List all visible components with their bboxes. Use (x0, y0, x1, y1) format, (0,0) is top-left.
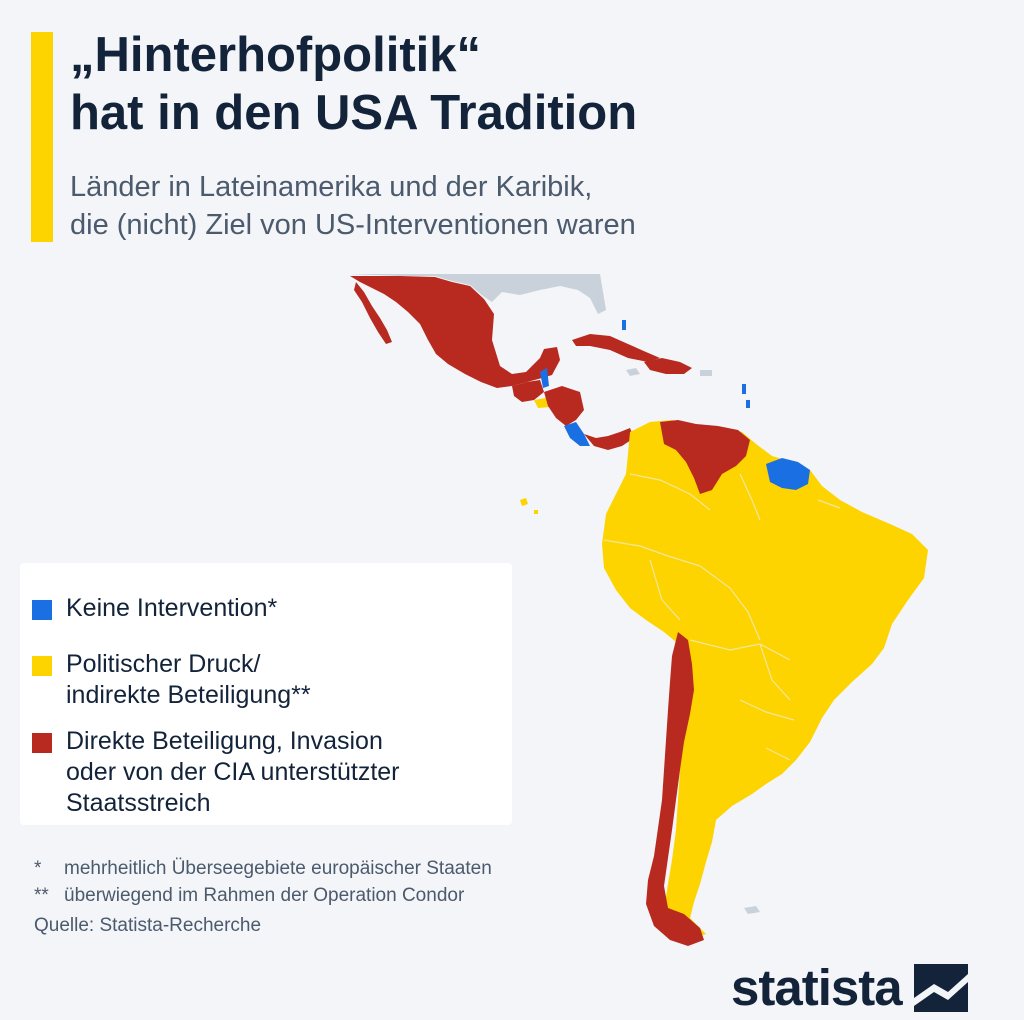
mexico-region (350, 276, 560, 388)
legend-item-politischer-druck: Politischer Druck/ indirekte Beteiligung… (32, 649, 311, 711)
footnote-text: mehrheitlich Überseegebiete europäischer… (64, 858, 492, 879)
jamaica-region (626, 368, 640, 376)
legend-item-direkte-beteiligung: Direkte Beteiligung, Invasion oder von d… (32, 726, 400, 819)
subtitle-line-1: Länder in Lateinamerika und der Karibik, (70, 171, 593, 203)
honduras-nicaragua-region (544, 386, 584, 426)
el-salvador-region (534, 398, 550, 408)
footnote-mark: ** (34, 885, 49, 906)
footnote-mark: * (34, 858, 42, 879)
legend-swatch-blue (32, 600, 52, 620)
falkland-islands-region (744, 906, 760, 914)
venezuela-region (660, 420, 750, 494)
guatemala-region (512, 380, 544, 402)
accent-bar (31, 32, 53, 242)
footnote-text: überwiegend im Rahmen der Operation Cond… (64, 885, 465, 906)
title-line-2: hat in den USA Tradition (70, 86, 638, 140)
cuba-region (572, 334, 660, 362)
country-borders (603, 473, 841, 761)
chile-region (646, 632, 704, 946)
footnote-1: * mehrheitlich Überseegebiete europäisch… (34, 855, 492, 882)
legend-label: Keine Intervention* (66, 594, 278, 622)
page-title: „Hinterhofpolitik“ hat in den USA Tradit… (70, 26, 637, 142)
puerto-rico-region (700, 370, 712, 376)
south-america-region (602, 420, 928, 940)
costa-rica-region (564, 422, 590, 446)
brand-wordmark: statista (731, 959, 903, 1016)
footnote-2: ** überwiegend im Rahmen der Operation C… (34, 882, 492, 909)
belize-region (540, 368, 549, 388)
statista-logo-icon (913, 964, 968, 1012)
subtitle-line-2: die (nicht) Ziel von US-Interventionen w… (70, 209, 636, 241)
statista-brand[interactable]: statista (731, 958, 968, 1018)
panama-region (584, 428, 634, 450)
usa-region (350, 274, 606, 314)
legend-label: Direkte Beteiligung, Invasion oder von d… (66, 727, 400, 817)
footnotes: * mehrheitlich Überseegebiete europäisch… (34, 855, 492, 909)
source-note: Quelle: Statista-Recherche (34, 915, 262, 936)
title-line-1: „Hinterhofpolitik“ (70, 28, 482, 82)
baja-california-region (354, 282, 392, 344)
page-subtitle: Länder in Lateinamerika und der Karibik,… (70, 168, 636, 244)
legend-label: Politischer Druck/ indirekte Beteiligung… (66, 650, 311, 709)
guianas-blue-region (766, 458, 810, 490)
legend: Keine Intervention* Politischer Druck/ i… (20, 563, 512, 825)
legend-item-keine-intervention: Keine Intervention* (32, 593, 277, 624)
legend-swatch-red (32, 733, 52, 753)
galapagos-region (520, 498, 538, 514)
legend-swatch-yellow (32, 656, 52, 676)
bahamas-region (622, 320, 626, 330)
lesser-antilles-region (742, 384, 750, 408)
hispaniola-region (644, 358, 692, 374)
